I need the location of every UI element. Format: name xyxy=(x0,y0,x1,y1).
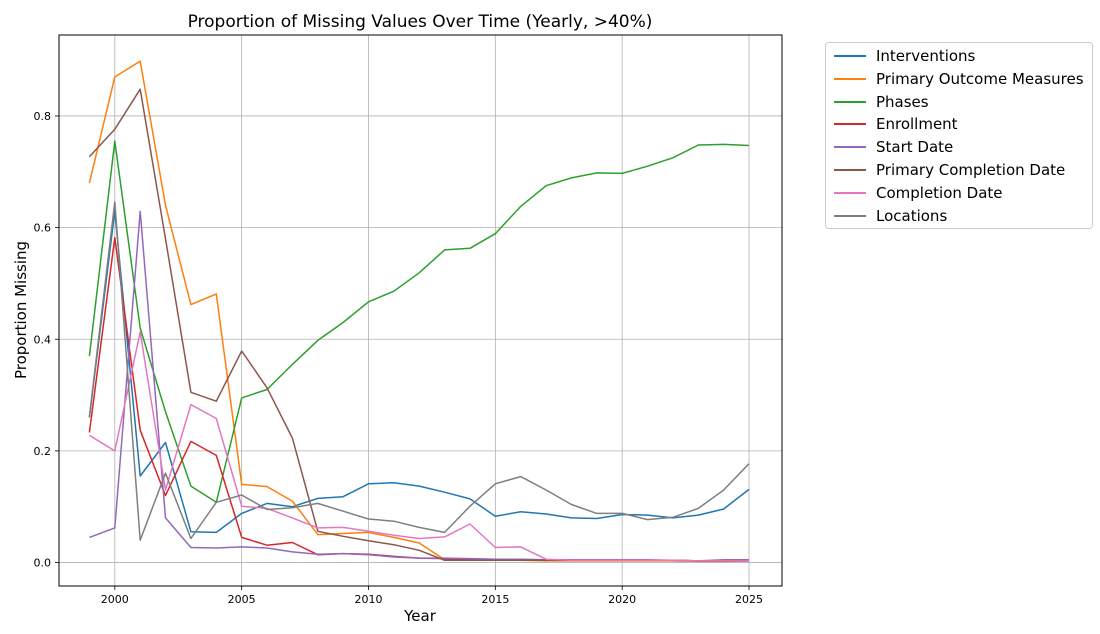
x-tick-label: 2025 xyxy=(735,593,763,606)
series-line-start-date xyxy=(89,210,749,562)
x-tick-label: 2005 xyxy=(228,593,256,606)
x-tick-label: 2010 xyxy=(354,593,382,606)
legend-label: Completion Date xyxy=(876,183,1003,202)
legend-item: Locations xyxy=(834,205,947,227)
chart-title: Proportion of Missing Values Over Time (… xyxy=(188,12,653,32)
legend-item: Completion Date xyxy=(834,182,1003,204)
legend-item: Interventions xyxy=(834,45,975,67)
legend-swatch xyxy=(834,191,866,194)
y-tick-label: 0.8 xyxy=(34,110,52,123)
legend-swatch xyxy=(834,169,866,171)
legend-label: Primary Completion Date xyxy=(876,161,1066,179)
legend: Interventions Primary Outcome Measures Pha… xyxy=(825,42,1093,229)
x-tick-label: 2015 xyxy=(481,593,509,606)
legend-item: Primary Completion Date xyxy=(834,159,1065,181)
legend-swatch xyxy=(834,123,866,126)
legend-label: Phases xyxy=(876,92,929,111)
plot-area xyxy=(58,34,783,587)
legend-item: Enrollment xyxy=(834,113,958,135)
grid-lines xyxy=(59,35,782,586)
y-tick-label: 0.0 xyxy=(34,557,52,570)
legend-swatch xyxy=(834,100,866,103)
legend-swatch xyxy=(834,55,866,57)
series-line-interventions xyxy=(88,210,750,534)
series-line-enrollment xyxy=(88,236,749,562)
x-axis-label: Year xyxy=(403,607,437,625)
legend-swatch xyxy=(834,77,866,80)
series-line-phases xyxy=(88,140,750,504)
axis-ticks: 2000 2005 2010 2015 2020 2025 0.0 0.2 0.4 0.6 0.8 xyxy=(34,110,764,606)
legend-item: Start Date xyxy=(834,136,953,158)
legend-label: Enrollment xyxy=(876,115,958,134)
legend-label: Interventions xyxy=(876,47,976,65)
legend-swatch xyxy=(834,214,866,217)
y-tick-label: 0.2 xyxy=(34,445,52,458)
legend-item: Primary Outcome Measures xyxy=(834,68,1084,90)
series-line-completion-date xyxy=(89,331,749,562)
legend-item: Phases xyxy=(834,91,929,113)
series-line-primary-completion-date xyxy=(88,88,749,562)
series-lines xyxy=(88,60,750,563)
y-tick-label: 0.4 xyxy=(34,333,52,346)
series-line-locations xyxy=(88,201,750,541)
y-tick-label: 0.6 xyxy=(34,222,52,235)
legend-swatch xyxy=(834,146,866,149)
legend-label: Start Date xyxy=(876,138,954,157)
y-axis-label: Proportion Missing xyxy=(12,241,30,379)
legend-label: Primary Outcome Measures xyxy=(876,69,1084,88)
legend-label: Locations xyxy=(876,206,948,225)
x-tick-label: 2000 xyxy=(101,593,129,606)
x-tick-label: 2020 xyxy=(608,593,636,606)
